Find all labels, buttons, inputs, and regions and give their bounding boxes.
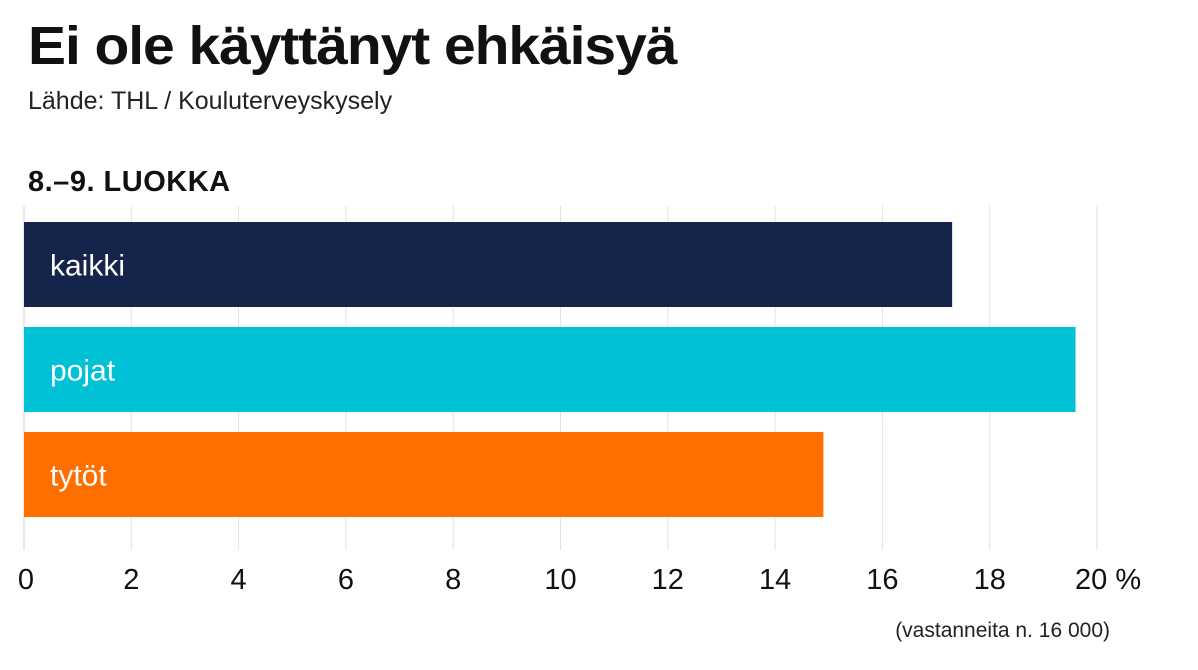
x-tick-label: 6: [338, 564, 354, 596]
respondents-note: (vastanneita n. 16 000): [895, 619, 1110, 642]
chart-title: Ei ole käyttänyt ehkäisyä: [28, 16, 677, 76]
bar-label: tytöt: [50, 460, 107, 493]
x-tick-label: 16: [866, 564, 898, 596]
bar-1: [24, 222, 953, 307]
x-tick-label: 10: [544, 564, 576, 596]
x-tick-label: 8: [445, 564, 461, 596]
bars: kaikki pojat tytöt: [24, 222, 1076, 517]
bar-label: pojat: [50, 355, 116, 388]
x-tick-label: 0: [18, 564, 34, 596]
x-tick-label: 20 %: [1075, 564, 1141, 596]
x-tick-label: 12: [652, 564, 684, 596]
section-label: 8.–9. LUOKKA: [28, 166, 231, 198]
bar-chart: kaikki pojat tytöt 0 2 4 6 8 10 12 14 16 18 20 %: [18, 206, 1141, 596]
bar-2: [24, 327, 1076, 412]
bar-3: [24, 432, 824, 517]
x-tick-label: 18: [974, 564, 1006, 596]
x-tick-label: 14: [759, 564, 791, 596]
x-tick-label: 4: [231, 564, 247, 596]
x-axis-ticks: 0 2 4 6 8 10 12 14 16 18 20 %: [18, 564, 1141, 596]
x-tick-label: 2: [123, 564, 139, 596]
chart-source: Lähde: THL / Kouluterveyskysely: [28, 87, 393, 115]
bar-label: kaikki: [50, 250, 125, 283]
